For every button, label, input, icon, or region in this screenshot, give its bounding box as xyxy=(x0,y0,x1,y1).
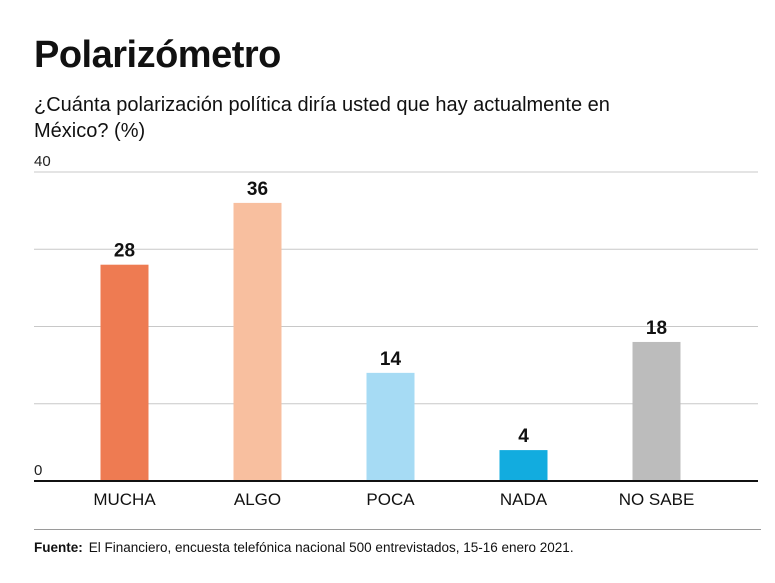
source-text: El Financiero, encuesta telefónica nacio… xyxy=(88,540,574,555)
x-tick-label: ALGO xyxy=(234,490,281,509)
x-tick-label: POCA xyxy=(366,490,415,509)
y-tick-label: 40 xyxy=(34,153,51,170)
bar xyxy=(233,202,282,481)
bar xyxy=(366,372,415,481)
bar xyxy=(632,341,681,481)
bar xyxy=(100,264,149,481)
x-tick-label: NADA xyxy=(500,490,548,509)
bar-value-label: 14 xyxy=(380,349,402,370)
y-tick-label: 0 xyxy=(34,462,42,479)
footer-divider xyxy=(34,529,761,530)
bar-value-label: 18 xyxy=(646,318,667,339)
chart-title: Polarizómetro xyxy=(34,34,281,76)
chart-subtitle: ¿Cuánta polarización política diría uste… xyxy=(34,94,610,142)
bar-value-label: 36 xyxy=(247,179,268,200)
source-label: Fuente: xyxy=(34,540,83,555)
bar-value-label: 28 xyxy=(114,241,135,262)
x-tick-label: NO SABE xyxy=(619,490,695,509)
x-tick-label: MUCHA xyxy=(93,490,156,509)
bar xyxy=(499,450,548,481)
bar-value-label: 4 xyxy=(518,426,529,447)
source-note: Fuente: El Financiero, encuesta telefónic… xyxy=(34,540,574,555)
